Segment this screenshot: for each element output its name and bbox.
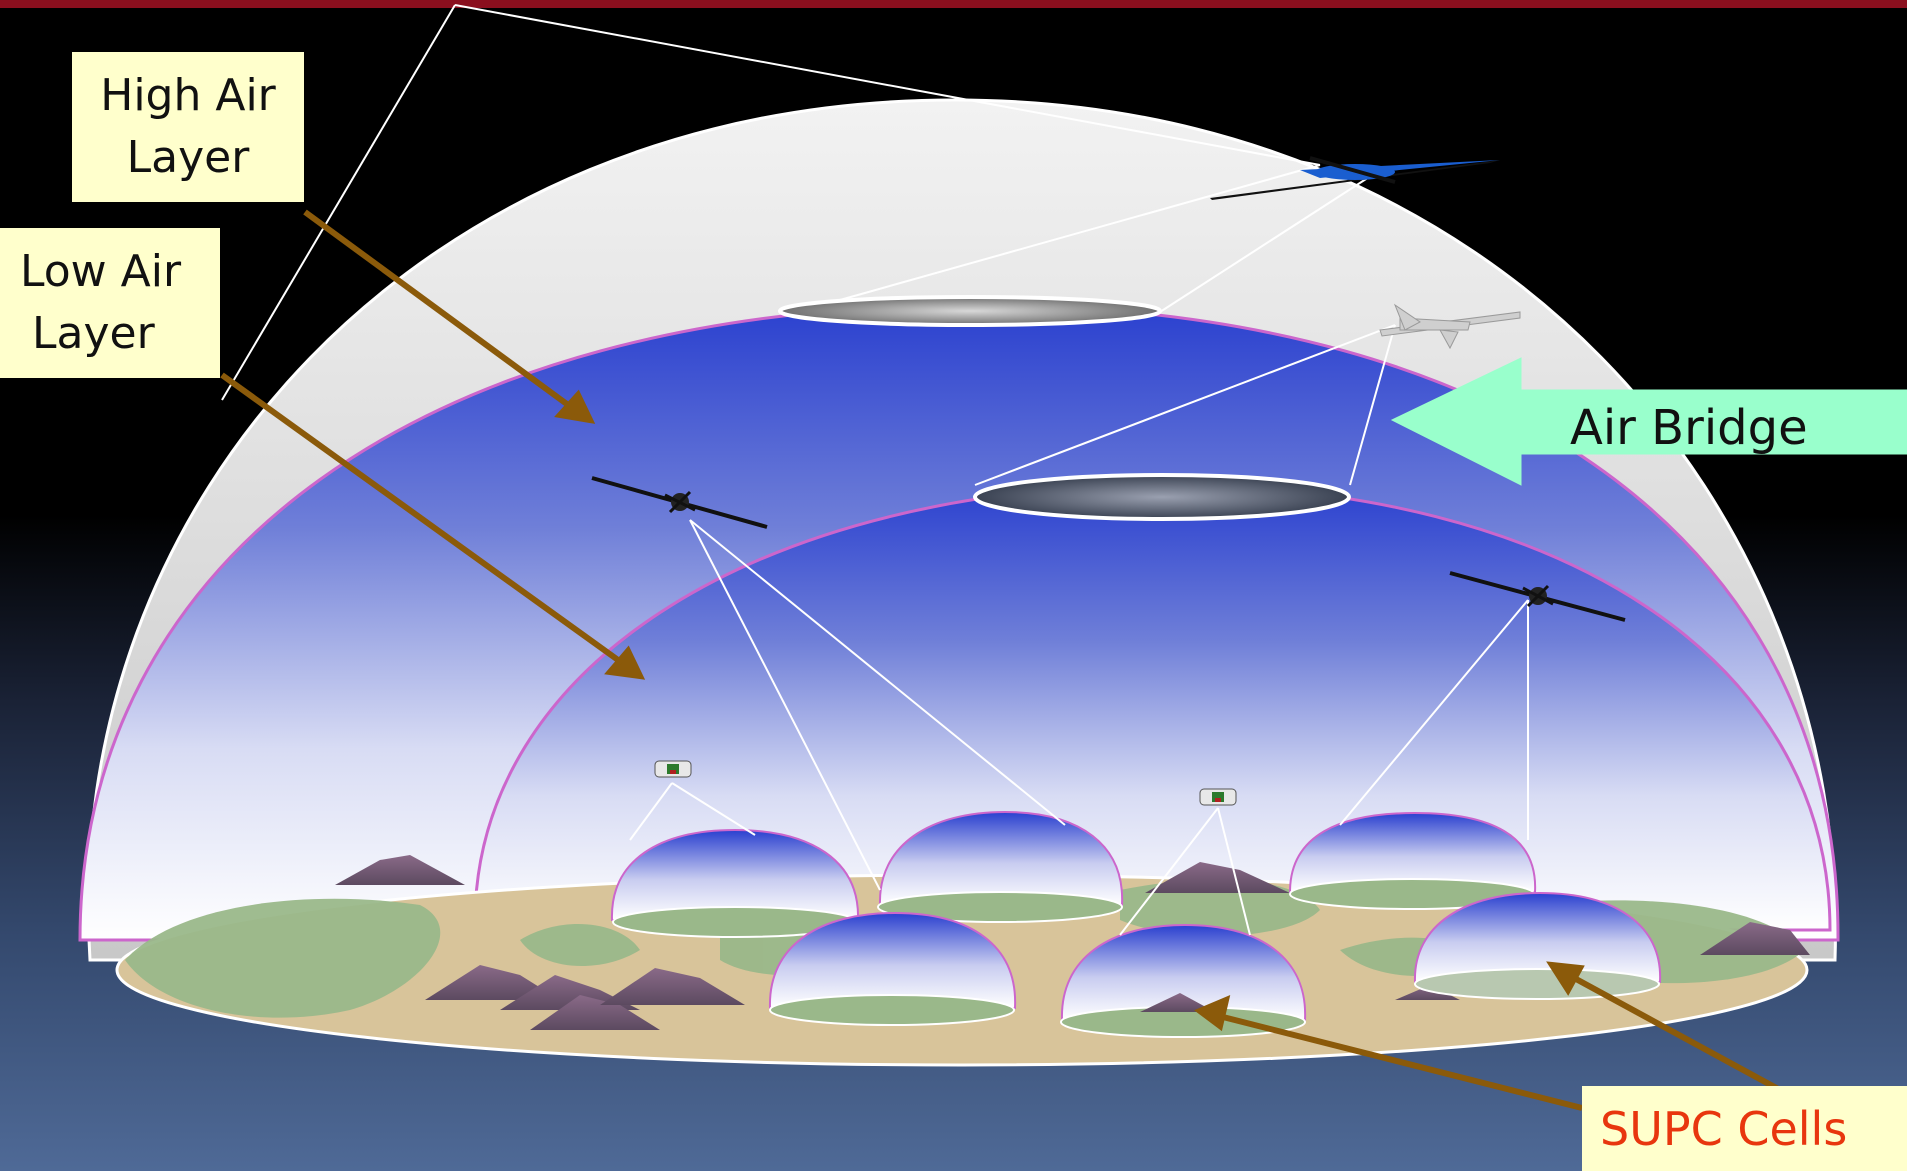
satellite-icon (1449, 571, 1626, 622)
air-bridge-arrow (1390, 357, 1907, 486)
supc-cell (610, 828, 860, 938)
arrow-supc-2 (1563, 970, 1782, 1093)
comm-links (221, 4, 1529, 936)
mountain-icon (1140, 993, 1215, 1012)
high-air-label-line-2: Layer (126, 132, 250, 183)
high-air-layer-label: High Air Layer (72, 52, 304, 202)
supc-cell (877, 810, 1124, 923)
mountain-icon (335, 855, 465, 885)
pointer-arrows (220, 209, 1782, 1111)
title-bar (0, 0, 1907, 8)
mountain-icon (600, 968, 745, 1005)
air-bridge-label: Air Bridge (1570, 400, 1808, 456)
blimp-icon (1199, 788, 1237, 806)
mountain-icon (1145, 862, 1290, 893)
low-portal (973, 473, 1351, 521)
arrow-high-air (303, 209, 577, 413)
arrow-low-air (220, 372, 627, 668)
arrow-supc-1 (1214, 1012, 1583, 1111)
low-air-label-line-2: Layer (32, 308, 155, 359)
low-air-layer-label: Low Air Layer (0, 228, 220, 378)
blimp-icon (654, 760, 692, 778)
satellite-icon (591, 476, 768, 529)
drone-icon (1379, 303, 1521, 350)
supc-cells (610, 810, 1662, 1038)
supc-cell (1060, 923, 1307, 1038)
glider-icon (1210, 156, 1500, 200)
mountain-icon (1700, 922, 1810, 955)
high-portal (778, 295, 1162, 327)
mountain-icon (1395, 985, 1460, 1000)
supc-cells-label: SUPC Cells (1582, 1086, 1907, 1171)
low-air-label-line-1: Low Air (20, 246, 182, 297)
supc-cell (768, 911, 1017, 1026)
high-air-label-line-1: High Air (100, 70, 276, 121)
mountain-icon (530, 995, 660, 1030)
mountain-icon (425, 965, 560, 1000)
